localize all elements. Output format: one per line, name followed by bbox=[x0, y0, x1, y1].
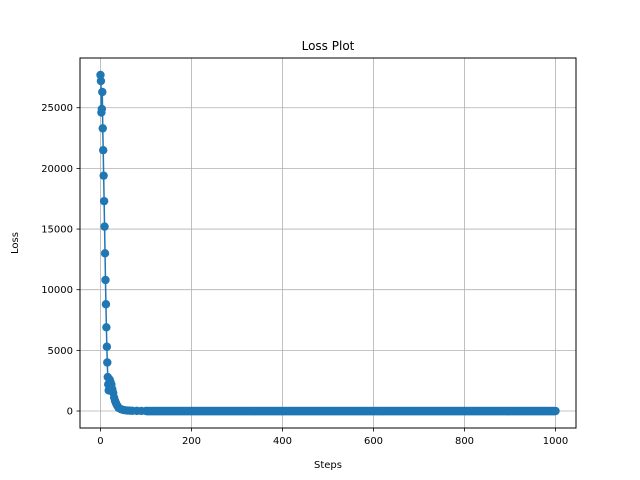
series-layer bbox=[96, 70, 560, 416]
grid bbox=[80, 58, 576, 428]
y-axis-label: Loss bbox=[10, 232, 21, 254]
loss-point bbox=[100, 249, 110, 258]
y-tick-label: 5000 bbox=[48, 346, 73, 357]
loss-point bbox=[102, 342, 112, 351]
x-tick-label: 1000 bbox=[543, 436, 568, 447]
y-tick-label: 10000 bbox=[41, 285, 73, 296]
loss-point bbox=[99, 196, 109, 206]
loss-point bbox=[99, 171, 108, 180]
loss-point bbox=[100, 222, 109, 231]
plot-frame bbox=[79, 57, 577, 429]
y-tick-label: 20000 bbox=[41, 164, 73, 175]
ticks: 0 200 400 600 800 100005000100001500020000250… bbox=[41, 103, 568, 447]
x-tick-label: 800 bbox=[455, 436, 474, 447]
x-tick-label: 400 bbox=[273, 436, 292, 447]
loss-point bbox=[102, 323, 111, 332]
y-tick-label: 15000 bbox=[41, 225, 73, 236]
x-tick-label: 600 bbox=[364, 436, 383, 447]
chart-title: Loss Plot bbox=[302, 39, 355, 53]
loss-point bbox=[99, 146, 108, 155]
loss-point bbox=[97, 104, 107, 114]
loss-point bbox=[96, 76, 106, 86]
loss-point bbox=[98, 124, 107, 133]
loss-point bbox=[551, 406, 560, 416]
y-tick-label: 0 bbox=[67, 407, 73, 418]
x-tick-label: 200 bbox=[182, 436, 201, 447]
x-axis-label: Steps bbox=[314, 460, 342, 471]
y-tick-label: 25000 bbox=[41, 103, 73, 114]
loss-point bbox=[96, 70, 105, 80]
loss-point bbox=[101, 300, 111, 309]
loss-point bbox=[103, 358, 112, 367]
loss-point bbox=[101, 275, 110, 285]
loss-point bbox=[98, 87, 107, 97]
x-tick-label: 0 bbox=[97, 436, 103, 447]
